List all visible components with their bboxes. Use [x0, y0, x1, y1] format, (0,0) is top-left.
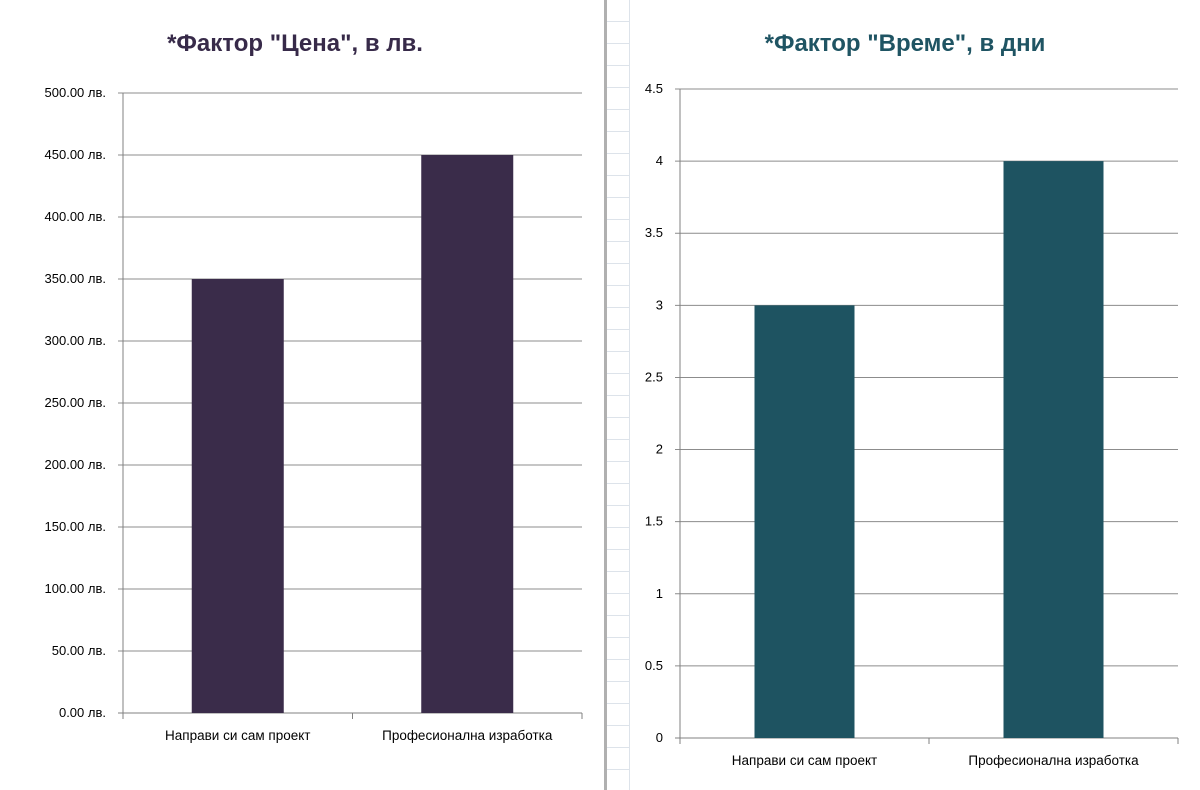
time-chart-panel: *Фактор "Време", в дни 0 0.5 1 1.5 2 2.5 3 3.5 4…: [610, 0, 1200, 790]
time-chart-ytick-label: 3: [656, 297, 663, 312]
price-chart-ytick-label: 100.00 лв.: [45, 581, 106, 596]
price-chart-ytick-label: 50.00 лв.: [52, 643, 106, 658]
time-chart-category-label: Направи си сам проект: [732, 753, 877, 768]
time-chart-bar-2: [1003, 161, 1104, 739]
price-chart-ytick-label: 500.00 лв.: [45, 85, 106, 100]
time-chart-ytick-label: 2: [656, 442, 663, 457]
price-chart-panel: *Фактор "Цена", в лв. 0.00 лв. 50.00 лв. 1…: [45, 30, 583, 743]
price-chart-category-label: Професионална изработка: [382, 728, 553, 743]
price-chart-category-label: Направи си сам проект: [165, 728, 310, 743]
price-chart-bar-2: [421, 155, 514, 713]
time-chart-ytick-label: 1: [656, 586, 663, 601]
sheet-gridlines: [607, 0, 630, 790]
time-chart-category-label: Професионална изработка: [968, 753, 1139, 768]
price-chart-ytick-label: 250.00 лв.: [45, 395, 106, 410]
time-chart-ytick-label: 3.5: [645, 225, 663, 240]
price-chart-ytick-label: 150.00 лв.: [45, 519, 106, 534]
time-chart-ytick-label: 4: [656, 153, 663, 168]
price-chart-ytick-label: 350.00 лв.: [45, 271, 106, 286]
time-chart-ytick-label: 2.5: [645, 369, 663, 384]
price-chart-plot: 0.00 лв. 50.00 лв. 100.00 лв. 150.00 лв. 200…: [45, 85, 583, 743]
sheet-divider: [604, 0, 607, 790]
price-chart-bar-1: [191, 279, 284, 713]
time-chart-ytick-label: 4.5: [645, 81, 663, 96]
time-chart-plot: 0 0.5 1 1.5 2 2.5 3 3.5 4 4.5 Направи си сам проек…: [645, 81, 1179, 768]
price-chart-ytick-label: 450.00 лв.: [45, 147, 106, 162]
time-chart-ytick-label: 0: [656, 730, 663, 745]
price-chart-ytick-label: 300.00 лв.: [45, 333, 106, 348]
time-chart-ytick-label: 0.5: [645, 658, 663, 673]
price-chart-title: *Фактор "Цена", в лв.: [167, 30, 423, 57]
price-chart-ytick-label: 0.00 лв.: [59, 705, 106, 720]
time-chart-ytick-label: 1.5: [645, 514, 663, 529]
price-chart-ytick-label: 200.00 лв.: [45, 457, 106, 472]
time-chart-title: *Фактор "Време", в дни: [764, 30, 1046, 57]
time-chart-bar-1: [754, 305, 855, 738]
price-chart-ytick-label: 400.00 лв.: [45, 209, 106, 224]
